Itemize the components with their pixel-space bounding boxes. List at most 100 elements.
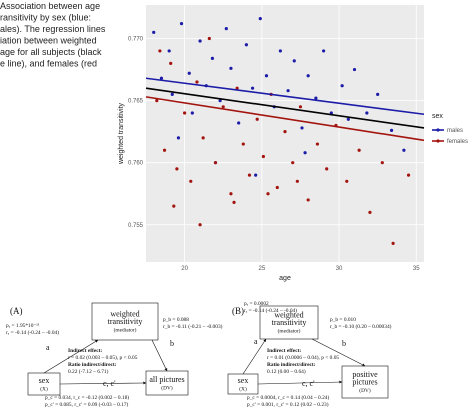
point xyxy=(152,30,156,34)
path-label: a xyxy=(46,343,50,352)
point xyxy=(261,154,265,159)
x-node-text: sex xyxy=(39,376,50,385)
point xyxy=(286,89,290,93)
point xyxy=(201,136,205,140)
mediator-text: (mediator) xyxy=(114,327,137,334)
point xyxy=(198,39,202,43)
x-node-text: (X) xyxy=(40,385,48,392)
mediator-text: transitivity xyxy=(272,318,307,327)
caption: Association between age ransitivity by se… xyxy=(0,1,106,69)
point xyxy=(254,173,258,177)
path-label: a xyxy=(254,337,258,346)
arrow xyxy=(59,381,147,385)
point xyxy=(314,96,318,100)
arrow xyxy=(151,339,168,372)
dv-node-text: (DV) xyxy=(359,387,371,394)
point xyxy=(376,92,380,96)
point xyxy=(244,43,248,47)
dv-node-text: pictures xyxy=(352,378,377,387)
arrow xyxy=(43,339,99,374)
point xyxy=(176,136,181,140)
point xyxy=(172,204,176,208)
x-node-text: sex xyxy=(238,376,249,385)
y-tick-label: 0.765 xyxy=(128,99,144,105)
point xyxy=(365,111,369,115)
dv-node-box xyxy=(341,365,389,399)
point xyxy=(218,98,222,103)
path-a-stat: rₐ = -0.14 (-0.24 – -0.04) xyxy=(244,307,297,314)
point xyxy=(325,167,329,171)
point xyxy=(159,76,164,80)
arrow xyxy=(242,338,267,375)
path-label: b xyxy=(170,339,174,348)
legend-label: females xyxy=(447,139,468,145)
path-b-stat: p_b = 0.088 xyxy=(163,317,189,323)
legend-swatch xyxy=(436,128,440,132)
point xyxy=(237,121,241,125)
y-tick-label: 0.755 xyxy=(128,223,144,229)
point xyxy=(198,223,202,227)
point xyxy=(247,173,252,177)
mediator-box xyxy=(259,305,319,340)
point xyxy=(232,200,236,205)
dv-node-box xyxy=(145,370,189,396)
x-tick-label: 20 xyxy=(181,266,188,272)
path-a-stat: rₐ = -0.14 (-0.24 – -0.04) xyxy=(6,329,59,336)
path-a-stat: pₐ = 1.95*10⁻¹¹ xyxy=(6,323,40,329)
indirect-effect: Ratio indirect/direct: xyxy=(68,362,117,368)
point xyxy=(175,167,179,171)
point xyxy=(170,92,174,96)
mediator-text: weighted xyxy=(274,311,303,320)
path-label: b xyxy=(342,339,346,348)
path-b-stat: r_b = -0.11 (-0.21 – -0.003) xyxy=(163,323,223,330)
point xyxy=(207,36,211,41)
point xyxy=(346,117,350,121)
legend-title: sex xyxy=(432,113,443,120)
arrow xyxy=(311,338,366,367)
point xyxy=(187,71,191,75)
point xyxy=(169,61,173,65)
path-b-stat: p_b = 0.010 xyxy=(330,317,356,323)
y-tick-label: 0.770 xyxy=(128,37,144,43)
x-axis-label: age xyxy=(279,275,291,282)
point xyxy=(229,192,233,196)
point xyxy=(292,59,296,63)
point xyxy=(189,179,193,183)
point xyxy=(258,17,262,21)
point xyxy=(275,185,279,190)
mediator-box xyxy=(91,302,159,341)
path-label: c, c' xyxy=(103,379,116,388)
indirect-effect: Indirect effect: xyxy=(68,348,102,354)
point xyxy=(291,161,295,165)
point xyxy=(162,148,167,152)
mediator-text: (mediator) xyxy=(278,328,301,335)
point xyxy=(224,26,228,31)
point xyxy=(250,86,255,90)
point xyxy=(283,130,287,134)
legend-swatch xyxy=(436,139,440,143)
point xyxy=(306,74,310,78)
point xyxy=(406,173,411,177)
point xyxy=(357,148,361,152)
mediator-text: weighted xyxy=(110,310,139,319)
indirect-effect: r = 0.02 (0.003 – 0.05), p < 0.05 xyxy=(68,354,138,361)
point xyxy=(158,49,162,53)
point xyxy=(190,111,194,115)
path-c-stat: p_c = 0.0004, r_c = 0.14 (0.04 – 0.24) xyxy=(247,394,329,401)
dv-node-text: (DV) xyxy=(161,384,173,391)
mediator-text: transitivity xyxy=(108,317,143,326)
point xyxy=(402,148,406,152)
point xyxy=(221,105,225,109)
caption-line: iation between weighted xyxy=(0,36,97,46)
x-tick-label: 35 xyxy=(413,266,420,272)
path-label: c, c' xyxy=(302,379,315,388)
point xyxy=(368,210,372,214)
point xyxy=(380,161,384,165)
x-tick-label: 30 xyxy=(336,266,343,272)
point xyxy=(300,126,304,130)
point xyxy=(179,22,184,26)
dv-node-text: positive xyxy=(352,370,378,379)
point xyxy=(389,128,394,132)
arrow xyxy=(257,380,343,385)
caption-line: ransitivity by sex (blue: xyxy=(0,13,91,23)
